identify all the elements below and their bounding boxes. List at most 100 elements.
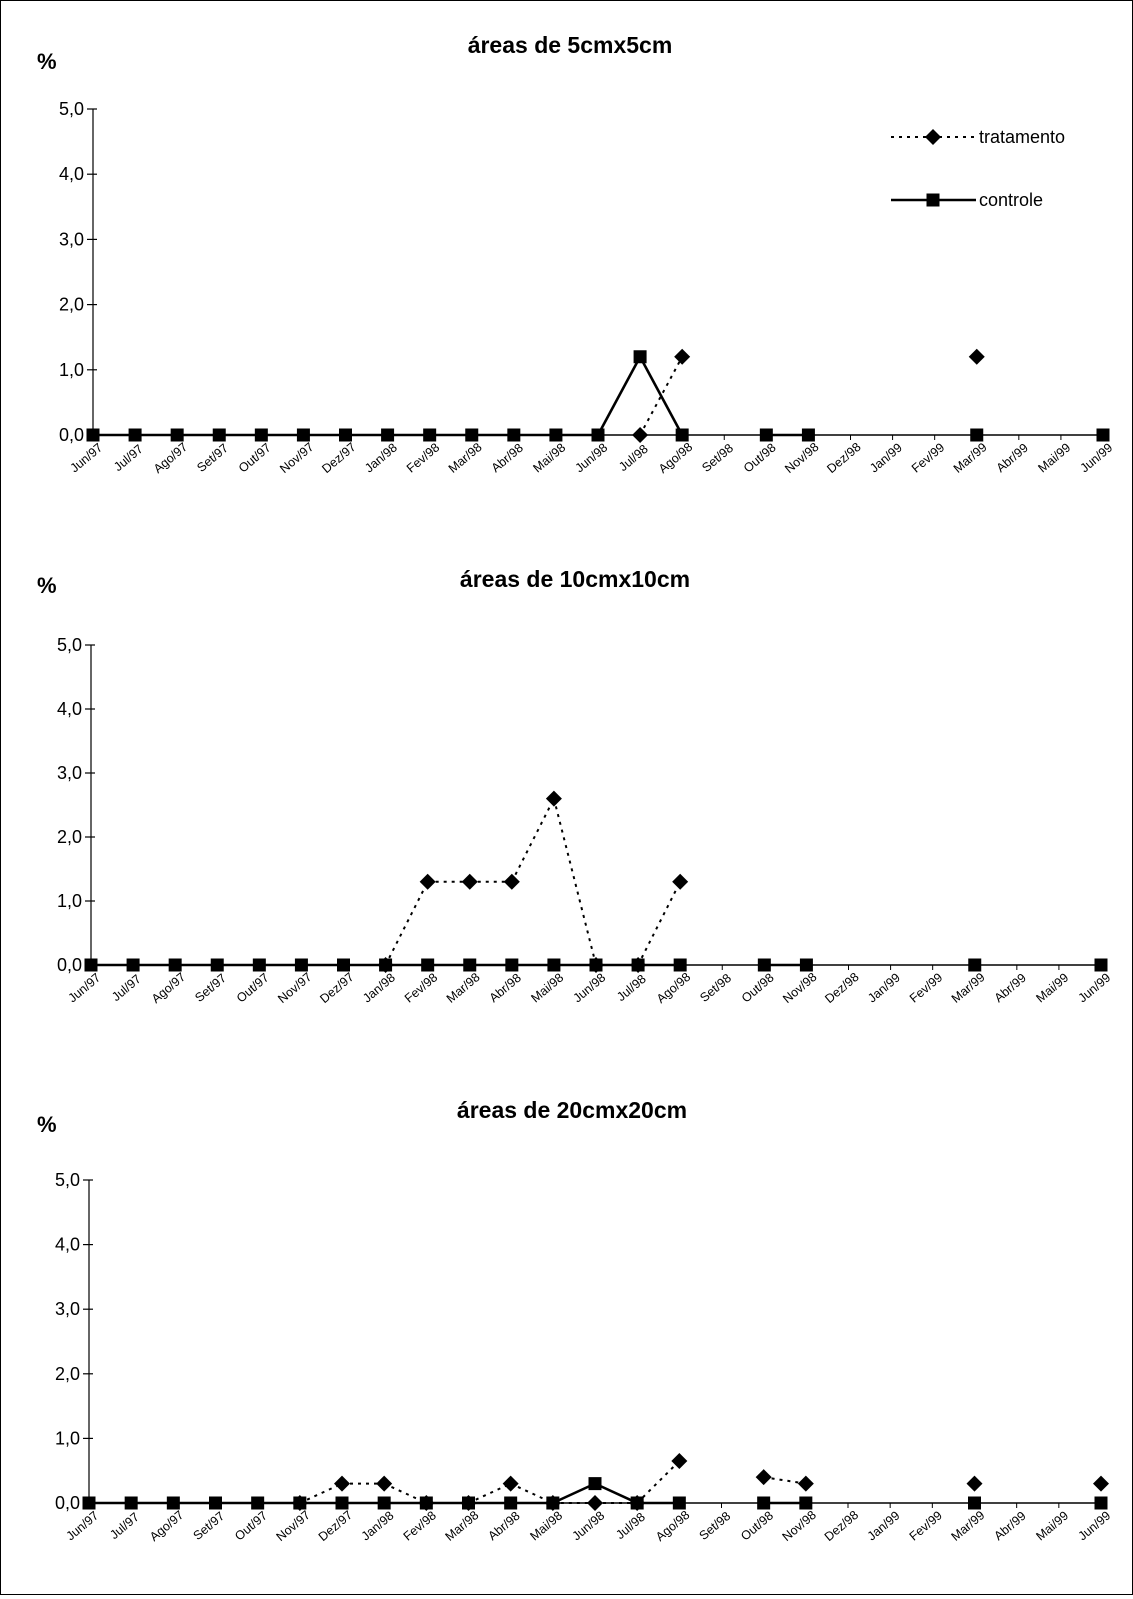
- x-tick-label: Jun/99: [1076, 1508, 1114, 1543]
- marker-controle: [588, 1477, 602, 1491]
- x-tick-label: Dez/97: [317, 970, 356, 1006]
- chart-panel-1: áreas de 5cmx5cm% 0,0 1,0 2,0 3,0 4,0 5,0 Jun/9…: [37, 32, 1115, 476]
- marker-controle: [672, 1496, 686, 1510]
- x-tick-label: Out/97: [234, 970, 272, 1005]
- marker-controle: [84, 958, 98, 972]
- x-tick-label: Jul/97: [109, 972, 144, 1004]
- x-tick-label: Jul/97: [107, 1510, 142, 1542]
- y-axis-label: %: [37, 49, 57, 74]
- marker-controle: [168, 958, 182, 972]
- series-line-tratamento: [639, 356, 684, 436]
- x-tick-label: Abr/98: [489, 441, 526, 475]
- marker-controle: [463, 958, 477, 972]
- marker-controle: [210, 958, 224, 972]
- x-tick-label: Mar/98: [446, 440, 485, 476]
- marker-tratamento: [376, 1475, 393, 1492]
- x-tick-label: Fev/99: [907, 970, 945, 1005]
- series-line-tratamento: [637, 881, 682, 966]
- legend-label-tratamento: tratamento: [979, 127, 1065, 147]
- x-tick-label: Abr/99: [991, 1509, 1028, 1543]
- x-tick-label: Abr/99: [992, 971, 1029, 1005]
- marker-controle: [968, 958, 982, 972]
- marker-controle: [166, 1496, 180, 1510]
- marker-controle: [630, 1496, 644, 1510]
- marker-controle: [507, 428, 521, 442]
- x-tick-label: Out/98: [738, 1508, 776, 1543]
- x-tick-label: Set/97: [194, 441, 231, 475]
- y-tick-label: 5,0: [59, 99, 84, 119]
- x-tick-label: Mai/99: [1033, 1508, 1071, 1543]
- x-tick-label: Mai/99: [1033, 970, 1071, 1005]
- x-tick-label: Jan/98: [360, 970, 398, 1005]
- marker-controle: [252, 958, 266, 972]
- x-tick-label: Fev/98: [404, 440, 442, 475]
- chart-title: áreas de 20cmx20cm: [457, 1097, 687, 1123]
- marker-tratamento: [1093, 1475, 1109, 1492]
- marker-controle: [124, 1496, 138, 1510]
- legend-marker-controle: [926, 193, 940, 207]
- marker-controle: [631, 958, 645, 972]
- y-tick-label: 4,0: [57, 699, 82, 719]
- marker-controle: [505, 958, 519, 972]
- x-tick-label: Fev/98: [402, 970, 440, 1005]
- marker-controle: [591, 428, 605, 442]
- series-line-controle: [638, 356, 684, 436]
- chart-title: áreas de 10cmx10cm: [460, 566, 690, 592]
- x-tick-label: Out/98: [739, 970, 777, 1005]
- marker-controle: [337, 958, 350, 972]
- x-tick-label: Nov/97: [275, 970, 314, 1006]
- chart-title: áreas de 5cmx5cm: [468, 32, 673, 58]
- legend-label-controle: controle: [979, 190, 1043, 210]
- marker-tratamento: [671, 1453, 688, 1470]
- x-tick-label: Mai/98: [530, 440, 568, 475]
- x-tick-label: Fev/99: [909, 440, 947, 475]
- series-line-controle: [594, 1482, 638, 1505]
- marker-controle: [799, 1496, 813, 1510]
- y-tick-label: 0,0: [57, 955, 82, 975]
- x-tick-label: Mar/99: [949, 970, 988, 1006]
- x-tick-label: Jun/98: [571, 970, 609, 1005]
- y-tick-label: 1,0: [59, 360, 84, 380]
- marker-controle: [126, 958, 140, 972]
- x-tick-label: Ago/97: [151, 440, 190, 476]
- x-tick-label: Ago/98: [653, 1508, 692, 1544]
- y-tick-label: 5,0: [57, 635, 82, 655]
- marker-controle: [968, 1496, 981, 1510]
- y-tick-label: 1,0: [57, 891, 82, 911]
- series-line-controle: [596, 356, 642, 436]
- y-tick-label: 5,0: [55, 1170, 80, 1190]
- marker-tratamento: [587, 1495, 603, 1511]
- y-tick-label: 2,0: [55, 1364, 80, 1384]
- marker-tratamento: [503, 873, 520, 890]
- marker-controle: [589, 958, 603, 972]
- x-tick-label: Jun/97: [68, 440, 106, 475]
- marker-tratamento: [968, 348, 985, 365]
- x-tick-label: Mar/98: [444, 970, 483, 1006]
- marker-tratamento: [632, 427, 649, 443]
- marker-controle: [465, 428, 479, 442]
- x-tick-label: Jun/99: [1078, 440, 1116, 475]
- marker-controle: [549, 428, 563, 442]
- x-tick-label: Out/97: [232, 1508, 270, 1543]
- marker-tratamento: [966, 1475, 983, 1492]
- x-tick-label: Jun/98: [573, 440, 611, 475]
- x-tick-label: Ago/97: [149, 970, 188, 1006]
- x-tick-label: Jan/99: [865, 1508, 903, 1543]
- x-tick-label: Jan/99: [865, 970, 903, 1005]
- marker-controle: [294, 958, 308, 972]
- x-tick-label: Ago/98: [654, 970, 693, 1006]
- x-tick-label: Jul/97: [111, 442, 146, 474]
- marker-controle: [546, 1496, 560, 1510]
- marker-controle: [419, 1496, 433, 1510]
- marker-controle: [212, 428, 226, 442]
- marker-controle: [128, 428, 142, 442]
- x-tick-label: Dez/97: [316, 1508, 355, 1544]
- marker-controle: [757, 958, 771, 972]
- marker-tratamento: [419, 873, 436, 890]
- marker-controle: [759, 428, 773, 442]
- marker-controle: [801, 428, 815, 442]
- x-tick-label: Mai/99: [1035, 440, 1073, 475]
- marker-controle: [251, 1496, 265, 1510]
